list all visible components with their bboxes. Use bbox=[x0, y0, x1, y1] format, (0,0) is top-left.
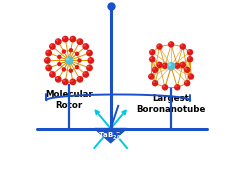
Circle shape bbox=[45, 58, 47, 60]
Circle shape bbox=[157, 44, 160, 46]
Circle shape bbox=[75, 52, 79, 56]
Circle shape bbox=[77, 58, 82, 63]
Circle shape bbox=[69, 68, 73, 73]
Circle shape bbox=[162, 84, 168, 91]
Circle shape bbox=[87, 51, 90, 53]
Circle shape bbox=[78, 77, 80, 79]
Circle shape bbox=[70, 78, 76, 85]
Circle shape bbox=[45, 50, 52, 57]
Circle shape bbox=[152, 80, 158, 86]
Circle shape bbox=[149, 49, 155, 55]
Circle shape bbox=[187, 49, 193, 55]
Circle shape bbox=[162, 63, 168, 69]
Circle shape bbox=[187, 56, 193, 63]
Circle shape bbox=[152, 67, 158, 73]
Circle shape bbox=[55, 76, 62, 83]
Circle shape bbox=[45, 64, 52, 71]
Circle shape bbox=[57, 55, 61, 59]
Circle shape bbox=[156, 62, 163, 68]
Circle shape bbox=[70, 36, 76, 43]
Circle shape bbox=[149, 74, 151, 77]
Circle shape bbox=[55, 38, 62, 45]
Circle shape bbox=[77, 76, 83, 83]
Circle shape bbox=[82, 71, 89, 78]
Circle shape bbox=[163, 85, 165, 87]
Circle shape bbox=[174, 63, 181, 69]
Circle shape bbox=[63, 37, 65, 39]
Circle shape bbox=[148, 73, 154, 80]
Circle shape bbox=[168, 41, 174, 48]
Circle shape bbox=[175, 85, 177, 87]
Text: Largest
Boronanotube: Largest Boronanotube bbox=[136, 94, 206, 114]
Circle shape bbox=[150, 57, 152, 59]
Circle shape bbox=[185, 68, 187, 70]
Circle shape bbox=[75, 65, 79, 69]
Circle shape bbox=[62, 49, 66, 54]
Text: $\mathbf{TaB_{20}^{\ -}}$: $\mathbf{TaB_{20}^{\ -}}$ bbox=[98, 130, 122, 141]
Circle shape bbox=[56, 39, 58, 42]
Circle shape bbox=[62, 67, 66, 72]
Circle shape bbox=[149, 56, 155, 63]
Circle shape bbox=[156, 43, 163, 50]
Circle shape bbox=[62, 36, 69, 43]
Circle shape bbox=[189, 74, 191, 77]
Circle shape bbox=[87, 66, 90, 68]
Circle shape bbox=[150, 50, 152, 52]
Circle shape bbox=[44, 57, 51, 64]
Circle shape bbox=[87, 57, 94, 64]
Circle shape bbox=[88, 58, 91, 60]
Circle shape bbox=[188, 50, 190, 52]
Circle shape bbox=[181, 44, 183, 46]
Circle shape bbox=[180, 62, 186, 68]
Circle shape bbox=[167, 62, 175, 70]
Circle shape bbox=[57, 62, 61, 66]
Circle shape bbox=[168, 63, 171, 66]
Circle shape bbox=[168, 64, 174, 70]
Circle shape bbox=[180, 43, 186, 50]
Circle shape bbox=[71, 37, 73, 39]
Circle shape bbox=[185, 81, 187, 83]
Circle shape bbox=[163, 64, 165, 66]
Circle shape bbox=[50, 44, 52, 46]
Circle shape bbox=[66, 57, 69, 61]
Circle shape bbox=[169, 65, 171, 67]
Circle shape bbox=[65, 56, 73, 65]
Circle shape bbox=[86, 50, 93, 57]
Circle shape bbox=[49, 71, 56, 78]
Circle shape bbox=[63, 80, 65, 82]
Circle shape bbox=[83, 44, 86, 46]
Text: Molecular
Rotor: Molecular Rotor bbox=[45, 90, 93, 110]
Circle shape bbox=[62, 78, 69, 85]
Circle shape bbox=[188, 57, 190, 59]
Circle shape bbox=[169, 42, 171, 44]
Circle shape bbox=[56, 77, 58, 79]
Circle shape bbox=[174, 84, 181, 91]
Circle shape bbox=[157, 63, 160, 65]
Circle shape bbox=[49, 43, 56, 50]
Circle shape bbox=[184, 80, 190, 86]
Circle shape bbox=[86, 64, 93, 71]
Circle shape bbox=[188, 73, 194, 80]
Circle shape bbox=[153, 81, 155, 83]
Polygon shape bbox=[95, 129, 127, 143]
Circle shape bbox=[153, 68, 155, 70]
Circle shape bbox=[50, 72, 52, 74]
Circle shape bbox=[77, 38, 83, 45]
Circle shape bbox=[184, 67, 190, 73]
Circle shape bbox=[82, 43, 89, 50]
Circle shape bbox=[46, 66, 49, 68]
Circle shape bbox=[46, 51, 49, 53]
Circle shape bbox=[71, 80, 73, 82]
Circle shape bbox=[181, 63, 183, 65]
Circle shape bbox=[83, 72, 86, 74]
Circle shape bbox=[69, 48, 73, 53]
Circle shape bbox=[175, 64, 177, 66]
Circle shape bbox=[78, 39, 80, 42]
